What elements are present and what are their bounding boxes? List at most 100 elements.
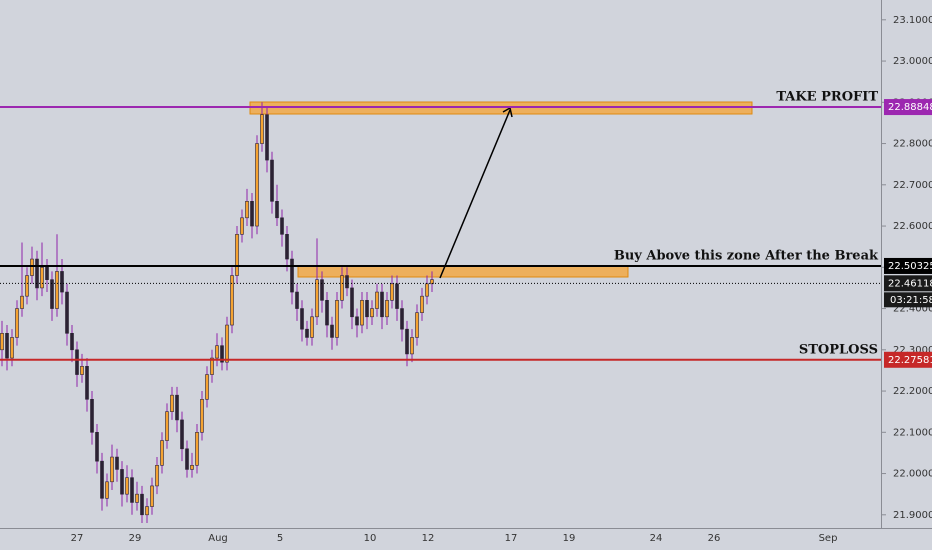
x-tick-label: 19	[563, 533, 576, 544]
x-tick-label: 27	[71, 533, 84, 544]
candle-body	[260, 114, 264, 144]
candle-body	[125, 477, 129, 495]
candle-body	[30, 258, 34, 276]
y-tick-label: 22.80000	[893, 139, 932, 150]
candle-body	[290, 258, 294, 293]
last-price-label: 22.46118	[888, 278, 932, 289]
candle-body	[15, 308, 19, 338]
candle-body	[150, 485, 154, 507]
candle-body	[225, 324, 229, 363]
x-tick-label: Aug	[208, 533, 228, 544]
candle-body	[375, 291, 379, 309]
y-tick-label: 22.10000	[893, 427, 932, 438]
candle-body	[25, 275, 29, 297]
candle-body	[235, 234, 239, 276]
candle-body	[270, 159, 274, 202]
level-price: 22.50325	[888, 261, 932, 272]
candle-body	[190, 464, 194, 470]
candle-body	[355, 316, 359, 326]
candle-body	[320, 279, 324, 301]
candle-body	[115, 456, 119, 470]
candle-body	[145, 506, 149, 516]
candle-body	[95, 431, 99, 462]
x-tick-label: 26	[708, 533, 721, 544]
candle-body	[220, 345, 224, 363]
candle-body	[300, 308, 304, 330]
level-price: 22.27581	[888, 355, 932, 366]
candle-body	[0, 332, 4, 351]
candle-body	[175, 394, 179, 421]
y-tick-label: 22.30000	[893, 345, 932, 356]
x-tick-label: 17	[505, 533, 518, 544]
candle-body	[415, 312, 419, 338]
candle-body	[265, 114, 269, 161]
y-tick-label: 23.00000	[893, 56, 932, 67]
candle-body	[210, 357, 214, 375]
x-tick-label: 12	[422, 533, 435, 544]
level-name: Buy Above this zone After the Break	[614, 248, 879, 263]
level-price-box	[884, 257, 932, 274]
candle-body	[275, 201, 279, 219]
candle-body	[5, 332, 9, 359]
candle-body	[165, 411, 169, 441]
candle-body	[335, 299, 339, 338]
candle-body	[425, 283, 429, 297]
candle-body	[80, 365, 84, 375]
candle-body	[45, 266, 49, 280]
candle-body	[380, 291, 384, 318]
candle-body	[65, 291, 69, 334]
candle-body	[60, 271, 64, 293]
y-tick-label: 22.60000	[893, 221, 932, 232]
candle-body	[230, 275, 234, 326]
level-price: 22.88848	[888, 102, 932, 113]
candle-body	[110, 456, 114, 483]
level-price-box	[884, 99, 932, 116]
candle-body	[75, 349, 79, 375]
candle-body	[135, 493, 139, 503]
countdown-box	[884, 292, 932, 308]
candle-body	[395, 283, 399, 309]
candle-body	[400, 308, 404, 330]
candle-body	[105, 481, 109, 499]
level-price-box	[884, 351, 932, 368]
candle-body	[305, 328, 309, 338]
projection-arrow	[439, 109, 511, 279]
candle-body	[160, 440, 164, 466]
candle-body	[200, 398, 204, 433]
candle-body	[20, 295, 24, 309]
candle-body	[215, 345, 219, 359]
candle-body	[405, 328, 409, 355]
y-tick-label: 22.00000	[893, 469, 932, 480]
candle-body	[240, 217, 244, 235]
candle-body	[420, 295, 424, 313]
candle-body	[85, 365, 89, 400]
countdown: 03:21:58	[890, 295, 932, 306]
x-tick-label: 10	[364, 533, 377, 544]
candle-body	[100, 460, 104, 499]
candle-body	[10, 337, 14, 359]
level-name: TAKE PROFIT	[776, 90, 878, 105]
candle-body	[250, 201, 254, 227]
x-tick-label: Sep	[819, 533, 838, 544]
candle-body	[330, 324, 334, 338]
candle-body	[315, 279, 319, 318]
candle-body	[140, 493, 144, 516]
candle-body	[205, 374, 209, 400]
candle-body	[55, 271, 59, 309]
x-tick-label: 5	[277, 533, 283, 544]
candle-body	[345, 275, 349, 289]
candle-body	[340, 275, 344, 301]
candle-body	[35, 258, 39, 289]
candle-body	[385, 299, 389, 318]
candle-body	[40, 266, 44, 289]
candle-body	[310, 316, 314, 338]
candle-body	[280, 217, 284, 235]
y-tick-label: 22.20000	[893, 386, 932, 397]
candle-body	[155, 464, 159, 487]
candle-body	[410, 337, 414, 355]
candle-body	[370, 308, 374, 318]
y-tick-label: 22.40000	[893, 304, 932, 315]
candle-body	[195, 431, 199, 466]
x-tick-label: 29	[129, 533, 142, 544]
candle-body	[285, 234, 289, 260]
